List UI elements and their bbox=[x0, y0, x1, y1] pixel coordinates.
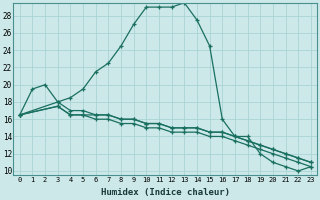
X-axis label: Humidex (Indice chaleur): Humidex (Indice chaleur) bbox=[101, 188, 230, 197]
